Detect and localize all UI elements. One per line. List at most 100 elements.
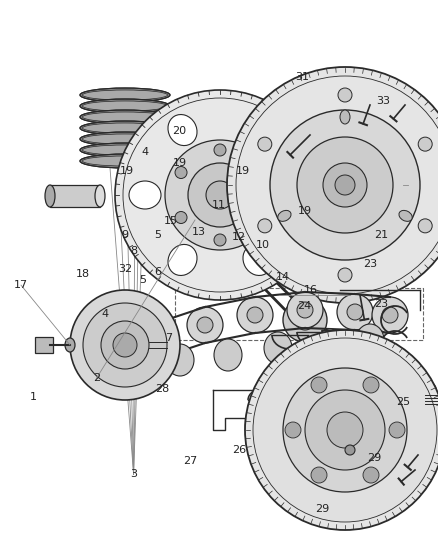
Text: 19: 19 — [236, 166, 250, 175]
Ellipse shape — [379, 351, 391, 379]
Circle shape — [297, 302, 313, 318]
Ellipse shape — [168, 245, 197, 276]
Circle shape — [311, 377, 327, 393]
Text: 29: 29 — [367, 454, 381, 463]
Text: 2: 2 — [93, 374, 100, 383]
Circle shape — [327, 412, 363, 448]
Circle shape — [258, 219, 272, 233]
Circle shape — [347, 304, 363, 320]
Circle shape — [345, 445, 355, 455]
Text: 25: 25 — [396, 398, 410, 407]
Bar — [175, 288, 423, 340]
Text: 20: 20 — [173, 126, 187, 135]
Circle shape — [382, 307, 398, 323]
Circle shape — [247, 307, 263, 323]
Circle shape — [175, 212, 187, 223]
Circle shape — [283, 368, 407, 492]
Circle shape — [337, 294, 373, 330]
Ellipse shape — [214, 339, 242, 371]
Text: 7: 7 — [165, 334, 172, 343]
Text: 28: 28 — [155, 384, 169, 394]
Circle shape — [338, 88, 352, 102]
Ellipse shape — [82, 134, 167, 144]
Ellipse shape — [166, 344, 194, 376]
Circle shape — [363, 467, 379, 483]
Ellipse shape — [340, 110, 350, 124]
Text: 11: 11 — [212, 200, 226, 210]
Text: 9: 9 — [121, 230, 128, 239]
Circle shape — [115, 90, 325, 300]
Circle shape — [363, 377, 379, 393]
Text: 19: 19 — [173, 158, 187, 167]
Bar — [50, 185, 100, 207]
Text: 6: 6 — [154, 267, 161, 277]
Circle shape — [113, 333, 137, 357]
Circle shape — [101, 321, 149, 369]
Ellipse shape — [243, 245, 272, 276]
Circle shape — [372, 297, 408, 333]
Text: 16: 16 — [304, 286, 318, 295]
Ellipse shape — [80, 99, 170, 113]
Text: 4: 4 — [102, 310, 109, 319]
Text: 24: 24 — [297, 302, 311, 311]
Circle shape — [305, 390, 385, 470]
Ellipse shape — [82, 101, 167, 111]
Ellipse shape — [264, 332, 292, 364]
Text: 19: 19 — [120, 166, 134, 175]
Ellipse shape — [82, 90, 167, 100]
Circle shape — [214, 234, 226, 246]
Circle shape — [187, 307, 223, 343]
Ellipse shape — [80, 143, 170, 157]
Text: 23: 23 — [363, 259, 377, 269]
Circle shape — [270, 110, 420, 260]
Text: 5: 5 — [154, 230, 161, 239]
Circle shape — [389, 422, 405, 438]
Polygon shape — [153, 205, 237, 237]
Circle shape — [214, 144, 226, 156]
Circle shape — [245, 330, 438, 530]
Ellipse shape — [82, 156, 167, 166]
Ellipse shape — [356, 324, 384, 356]
Ellipse shape — [82, 123, 167, 133]
Circle shape — [253, 212, 265, 223]
Text: 4: 4 — [141, 147, 148, 157]
Polygon shape — [153, 170, 237, 205]
Circle shape — [287, 292, 323, 328]
Text: 15: 15 — [164, 216, 178, 226]
Bar — [35, 337, 53, 353]
Ellipse shape — [168, 115, 197, 146]
Circle shape — [323, 163, 367, 207]
Ellipse shape — [80, 121, 170, 135]
Circle shape — [206, 221, 234, 249]
Ellipse shape — [129, 181, 161, 209]
Circle shape — [418, 219, 432, 233]
Text: 29: 29 — [315, 504, 329, 514]
Ellipse shape — [243, 115, 272, 146]
Circle shape — [188, 163, 252, 227]
Text: 18: 18 — [76, 270, 90, 279]
Circle shape — [311, 467, 327, 483]
Text: 8: 8 — [130, 246, 137, 255]
Text: 1: 1 — [29, 392, 36, 402]
Ellipse shape — [316, 329, 344, 361]
Text: 14: 14 — [276, 272, 290, 282]
Ellipse shape — [399, 211, 412, 221]
Circle shape — [83, 303, 167, 387]
Text: 33: 33 — [376, 96, 390, 106]
Circle shape — [258, 137, 272, 151]
Ellipse shape — [82, 112, 167, 122]
Ellipse shape — [95, 185, 105, 207]
Circle shape — [237, 297, 273, 333]
Ellipse shape — [80, 154, 170, 168]
Ellipse shape — [80, 132, 170, 146]
Ellipse shape — [80, 88, 170, 102]
Text: 10: 10 — [256, 240, 270, 250]
Text: 27: 27 — [184, 456, 198, 466]
Circle shape — [70, 290, 180, 400]
Circle shape — [227, 67, 438, 303]
Circle shape — [338, 268, 352, 282]
Circle shape — [206, 181, 234, 209]
Circle shape — [175, 166, 187, 179]
Circle shape — [253, 166, 265, 179]
Text: 26: 26 — [232, 446, 246, 455]
